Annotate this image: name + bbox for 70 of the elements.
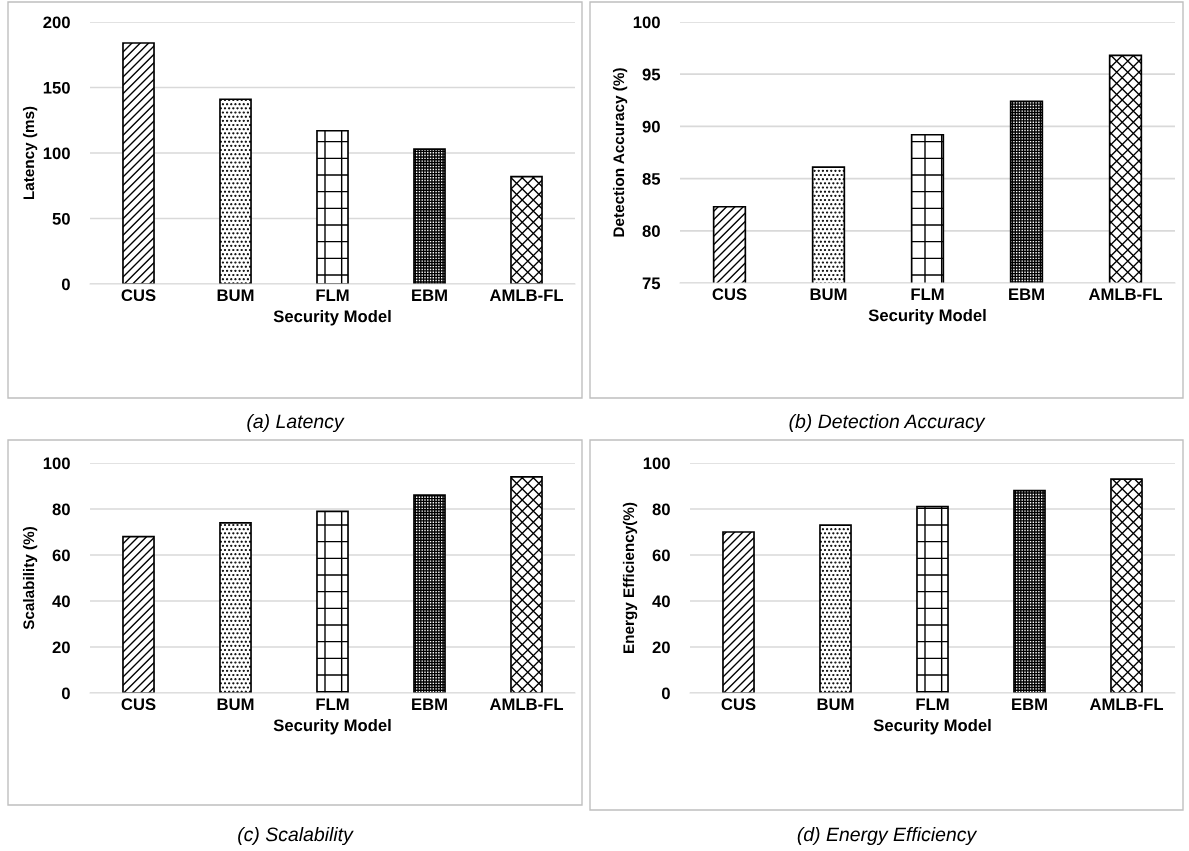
x-tick-label: EBM [412, 698, 447, 710]
y-axis-title: Energy Efficiency(%) [622, 502, 638, 653]
x-axis-title: Security Model [273, 718, 391, 735]
y-tick-label: 20 [652, 641, 670, 654]
y-tick-label: 20 [52, 641, 70, 654]
text: (a) Latency [247, 413, 345, 433]
y-tick-label: 40 [652, 595, 670, 608]
bar [219, 521, 252, 693]
x-tick-label: EBM [1012, 698, 1047, 710]
bar [122, 42, 155, 284]
y-tick-label: 100 [633, 16, 660, 29]
x-tick-label: CUS [121, 698, 156, 711]
y-tick-label: 95 [642, 68, 661, 81]
y-tick-label: 80 [52, 503, 70, 516]
x-tick-label: BUM [217, 289, 254, 302]
x-tick-label: EBM [1009, 288, 1044, 300]
bar [1110, 478, 1143, 693]
y-tick-label: 100 [43, 147, 70, 160]
y-tick-label: 150 [43, 81, 70, 94]
x-tick-label: FLM [316, 289, 349, 301]
x-tick-label: FLM [916, 698, 949, 710]
y-tick-label: 0 [61, 687, 70, 700]
bar [122, 535, 155, 693]
y-tick-label: 90 [642, 120, 660, 133]
y-tick-label: 0 [61, 278, 70, 291]
bar [722, 531, 755, 693]
y-tick-label: 85 [642, 173, 661, 185]
y-tick-label: 60 [652, 549, 670, 562]
bar [510, 475, 543, 693]
y-axis-title: Latency (ms) [22, 106, 38, 200]
y-tick-label: 80 [642, 225, 660, 237]
x-tick-label: BUM [817, 698, 854, 711]
y-tick-label: 50 [52, 212, 70, 225]
y-tick-label: 40 [52, 595, 70, 608]
bar [916, 505, 949, 693]
x-tick-label: EBM [412, 289, 447, 301]
bar [316, 129, 349, 284]
text: (d) Energy Efficiency [797, 826, 978, 846]
x-axis-title: Security Model [873, 718, 991, 735]
text: (c) Scalability [238, 826, 354, 846]
x-tick-label: AMLB-FL [1089, 698, 1164, 710]
x-tick-label: FLM [316, 698, 349, 710]
x-tick-label: AMLB-FL [1088, 288, 1163, 300]
y-axis-title: Scalability (%) [22, 526, 38, 630]
y-tick-label: 60 [52, 549, 70, 562]
y-tick-label: 0 [661, 687, 670, 700]
x-tick-label: BUM [217, 698, 254, 711]
bar [413, 494, 446, 693]
text: (b) Detection Accuracy [789, 413, 986, 433]
x-tick-label: FLM [911, 288, 944, 300]
bar [413, 148, 446, 284]
x-tick-label: CUS [712, 288, 747, 301]
bar [219, 98, 252, 284]
x-tick-label: AMLB-FL [489, 289, 564, 301]
y-tick-label: 80 [652, 503, 670, 516]
y-tick-label: 200 [43, 16, 70, 29]
bar [316, 510, 349, 693]
y-tick-label: 75 [642, 277, 661, 290]
y-tick-label: 100 [43, 457, 70, 470]
x-tick-label: AMLB-FL [489, 698, 564, 710]
x-tick-label: CUS [121, 289, 156, 302]
bar [819, 524, 852, 693]
x-tick-label: CUS [721, 698, 756, 711]
bar [510, 175, 543, 284]
y-axis-title: Detection Accuracy (%) [612, 68, 628, 237]
x-tick-label: BUM [810, 288, 847, 301]
y-tick-label: 100 [643, 457, 670, 470]
x-axis-title: Security Model [868, 308, 986, 325]
bar [1013, 489, 1046, 693]
x-axis-title: Security Model [273, 309, 391, 326]
